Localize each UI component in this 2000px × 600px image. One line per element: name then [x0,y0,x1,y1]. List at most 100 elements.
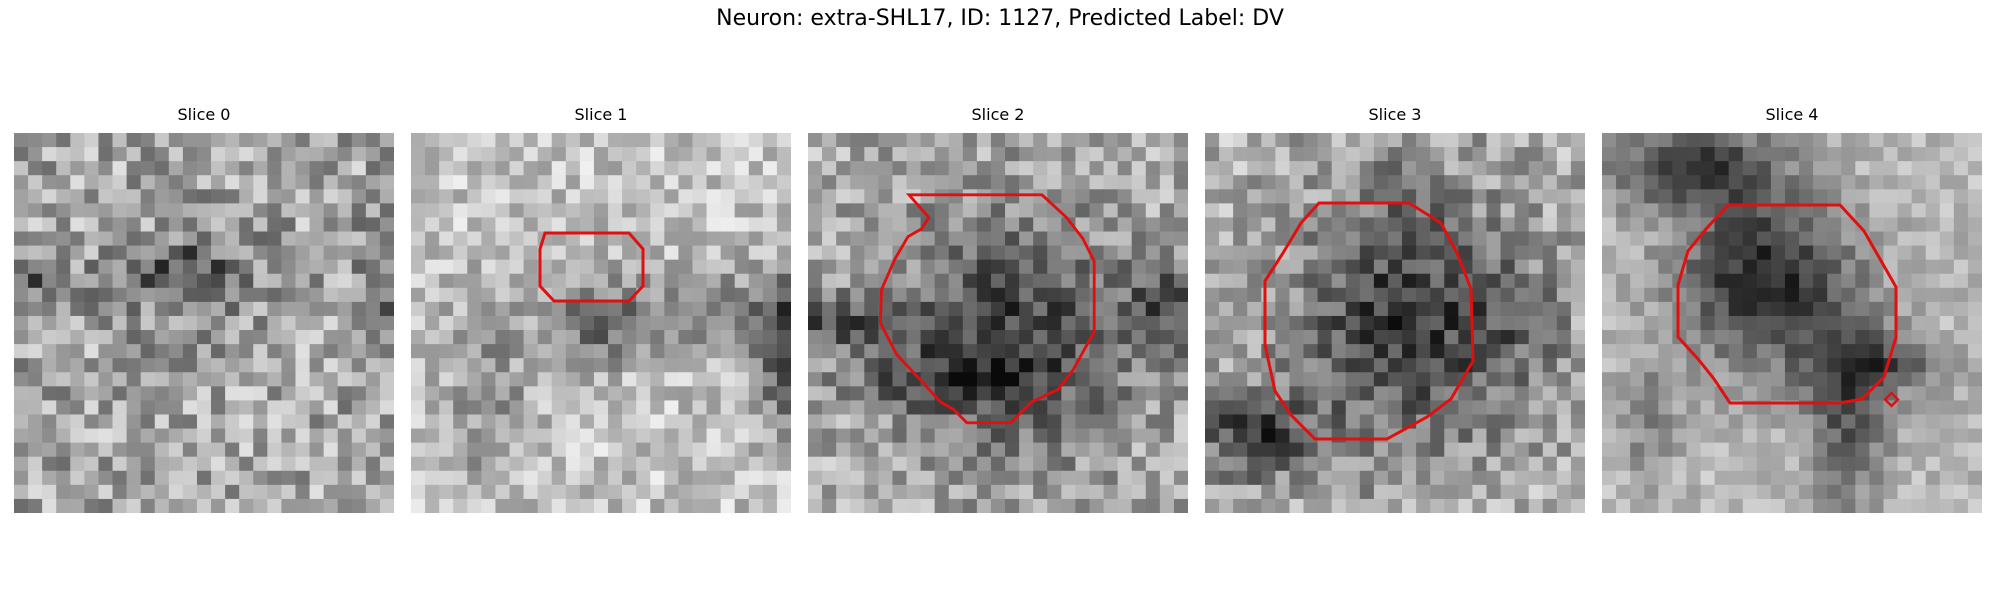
pixel [1019,161,1034,176]
pixel [28,498,43,513]
pixel [1756,301,1772,317]
pixel [140,442,156,458]
pixel [1542,217,1558,233]
pixel [1416,456,1431,472]
pixel [608,217,623,233]
pixel [42,372,57,387]
pixel [1373,372,1389,387]
pixel [112,287,128,303]
pixel [56,428,71,444]
pixel [608,147,623,162]
pixel [1911,330,1927,345]
pixel [1261,231,1276,247]
pixel [650,189,665,204]
pixel [1261,498,1276,513]
pixel [253,301,268,317]
pixel [920,414,936,430]
pixel [1644,456,1659,472]
pixel [1444,330,1459,345]
pixel [211,273,226,289]
pixel [1089,484,1105,500]
pixel [267,470,282,486]
pixel [1570,315,1585,331]
pixel [836,484,851,500]
pixel [425,301,440,317]
pixel [168,273,184,289]
pixel [14,456,29,472]
pixel [1019,315,1034,331]
pixel [112,189,128,204]
pixel [1869,484,1885,500]
pixel [281,315,297,331]
pixel [1047,344,1062,359]
pixel [948,330,964,345]
pixel [1458,470,1473,486]
pixel [523,428,539,444]
pixel [1233,259,1248,275]
pixel [692,470,708,486]
pixel [225,287,240,303]
pixel [551,442,567,458]
pixel [1630,231,1645,247]
pixel [84,428,100,444]
pixel [1869,203,1885,219]
pixel [948,456,964,472]
pixel [1939,161,1955,176]
pixel [467,330,482,345]
pixel [1159,344,1175,359]
pixel [1416,386,1431,401]
pixel [1373,358,1389,373]
pixel [1813,231,1828,247]
pixel [425,414,440,430]
pixel [1275,372,1291,387]
pixel [1813,147,1828,162]
pixel [1728,217,1744,233]
pixel [1402,147,1417,162]
pixel [808,400,823,416]
pixel [98,358,114,373]
pixel [1103,161,1119,176]
pixel [351,273,367,289]
pixel [1373,301,1389,317]
pixel [622,484,637,500]
pixel [1444,189,1459,204]
pixel [1883,217,1899,233]
pixel [1145,189,1161,204]
pixel [1261,428,1276,444]
pixel [1939,287,1955,303]
pixel [309,301,325,317]
pixel [1883,203,1899,219]
pixel [1672,386,1688,401]
pixel [453,442,468,458]
pixel [379,231,394,247]
pixel [351,344,367,359]
pixel [720,161,736,176]
pixel [154,203,170,219]
pixel [1075,161,1091,176]
pixel [1345,330,1361,345]
pixel [565,484,581,500]
pixel [1317,133,1333,148]
pixel [56,147,71,162]
pixel [1500,189,1516,204]
pixel [1289,470,1305,486]
pixel [84,442,100,458]
pixel [748,231,764,247]
pixel [1799,259,1814,275]
pixel [822,358,837,373]
pixel [822,400,837,416]
pixel [1799,330,1814,345]
pixel [453,498,468,513]
pixel [28,414,43,430]
pixel [1528,273,1544,289]
pixel [990,498,1006,513]
pixel [495,456,511,472]
pixel [1799,372,1814,387]
pixel [1602,498,1617,513]
pixel [225,358,240,373]
pixel [748,330,764,345]
pixel [1686,161,1702,176]
pixel [1500,456,1516,472]
pixel [225,470,240,486]
pixel [1416,189,1431,204]
